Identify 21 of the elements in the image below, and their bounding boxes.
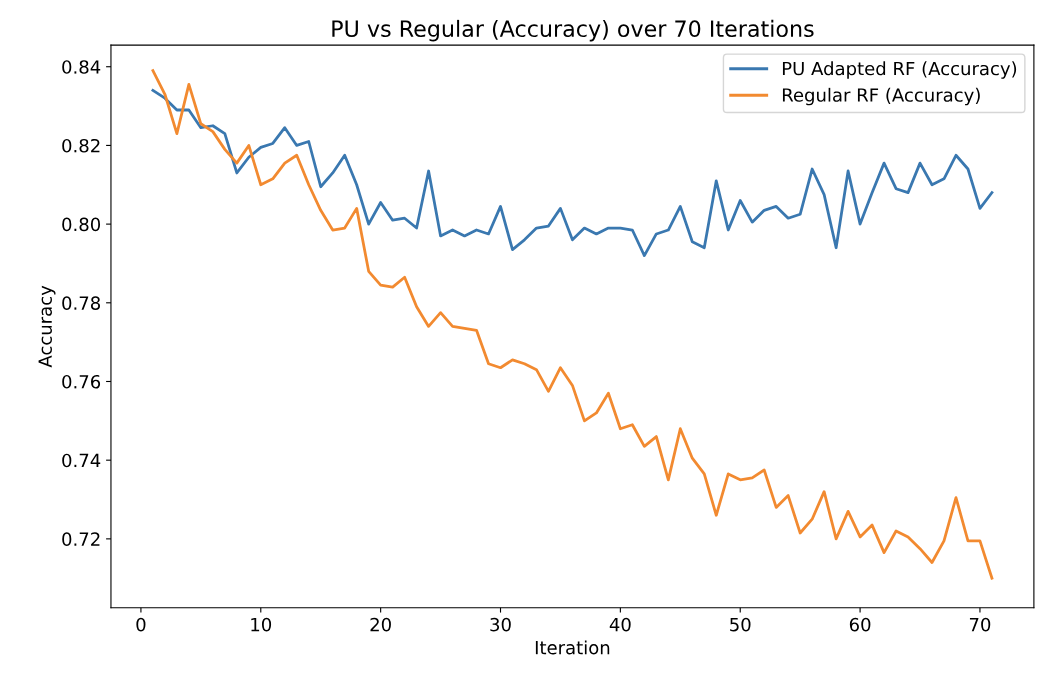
x-tick-label: 30 [490, 617, 511, 632]
chart-title: PU vs Regular (Accuracy) over 70 Iterations [332, 19, 814, 42]
x-tick-label: 10 [251, 617, 272, 632]
y-tick-label: 0.76 [62, 374, 101, 389]
x-tick-label: 20 [370, 617, 391, 632]
y-tick-label: 0.74 [62, 453, 101, 468]
y-tick-label: 0.80 [62, 217, 101, 232]
x-tick-label: 60 [849, 617, 871, 632]
y-tick-label: 0.78 [62, 296, 100, 310]
legend-label: PU Adapted RF (Accuracy) [782, 61, 1017, 79]
y-tick-label: 0.72 [62, 532, 100, 546]
x-tick-label: 40 [609, 617, 631, 632]
x-axis-title: Iteration [535, 640, 610, 655]
y-tick-label: 0.82 [62, 138, 100, 153]
x-tick-label: 70 [969, 617, 991, 632]
legend-label: Regular RF (Accuracy) [782, 87, 980, 106]
x-tick-label: 0 [136, 617, 146, 632]
y-axis-title: Accuracy [38, 285, 56, 368]
line-series [151, 88, 994, 257]
x-tick-label: 50 [730, 617, 751, 632]
y-tick-label: 0.84 [62, 60, 101, 74]
